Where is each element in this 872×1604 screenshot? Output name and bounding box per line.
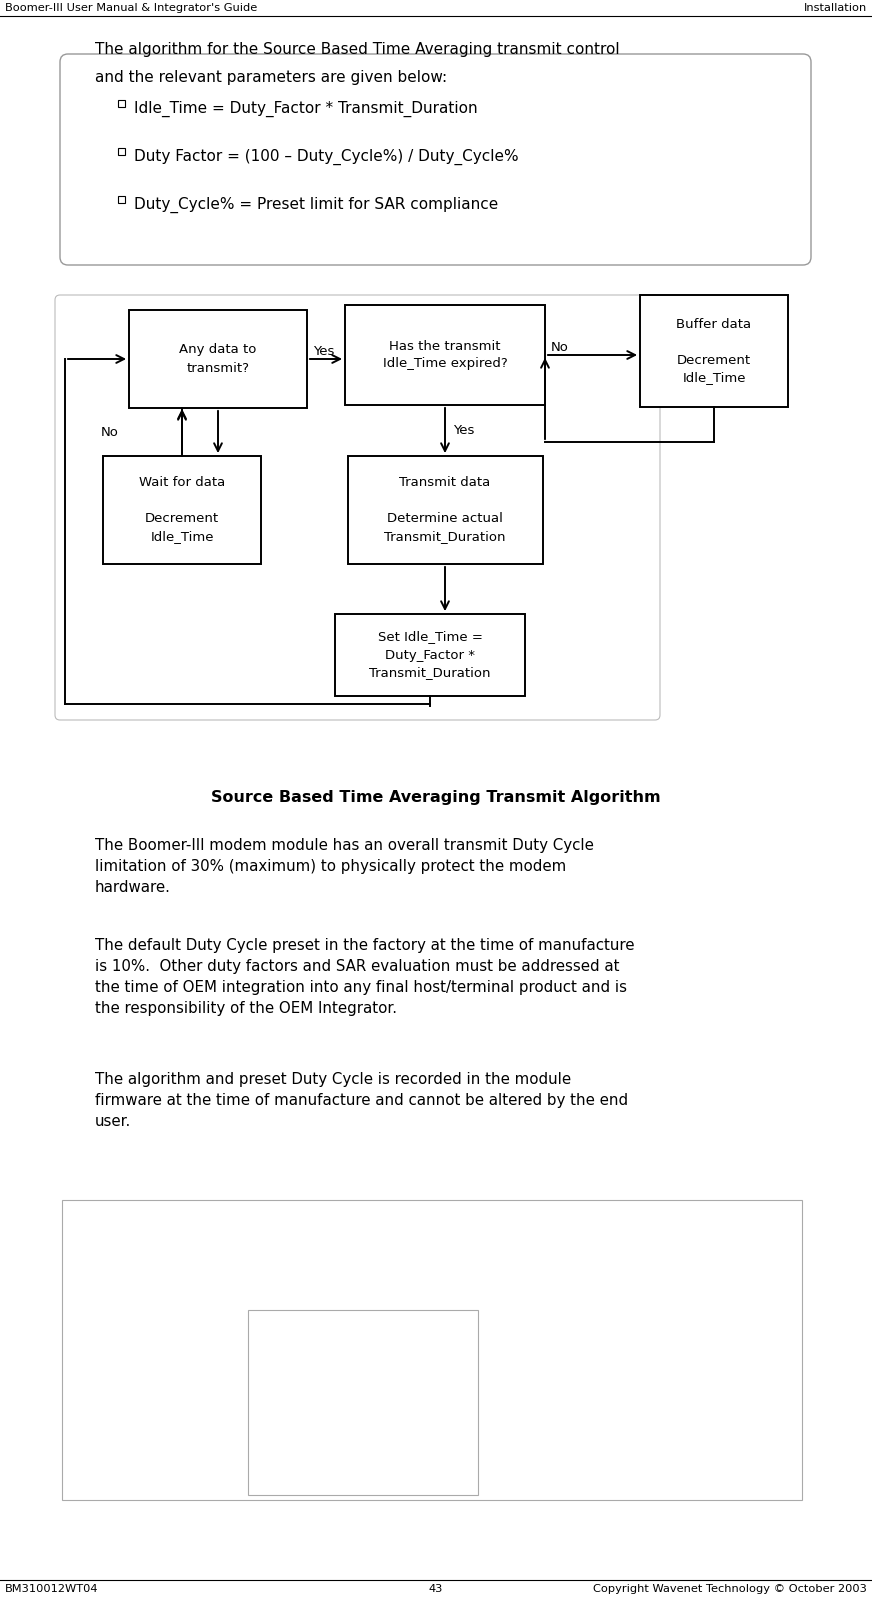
Text: Source Based Time Averaging Transmit Algorithm: Source Based Time Averaging Transmit Alg… — [211, 791, 661, 805]
Text: The default Duty Cycle preset in the factory at the time of manufacture
is 10%. : The default Duty Cycle preset in the fac… — [95, 938, 635, 1015]
Text: Wait for data

Decrement
Idle_Time: Wait for data Decrement Idle_Time — [139, 476, 225, 544]
Bar — [248, 1310, 478, 1495]
Text: Yes: Yes — [313, 345, 334, 358]
Text: The algorithm and preset Duty Cycle is recorded in the module
firmware at the ti: The algorithm and preset Duty Cycle is r… — [95, 1071, 628, 1129]
Bar — [118, 99, 125, 107]
Text: Installation: Installation — [804, 3, 867, 13]
Text: Boomer-III User Manual & Integrator's Guide: Boomer-III User Manual & Integrator's Gu… — [5, 3, 257, 13]
Bar — [345, 305, 545, 404]
Text: Transmit data

Determine actual
Transmit_Duration: Transmit data Determine actual Transmit_… — [385, 476, 506, 544]
Bar — [640, 295, 788, 407]
FancyBboxPatch shape — [60, 55, 811, 265]
Text: Duty Factor = (100 – Duty_Cycle%) / Duty_Cycle%: Duty Factor = (100 – Duty_Cycle%) / Duty… — [134, 149, 519, 165]
Text: BM310012WT04: BM310012WT04 — [5, 1585, 99, 1594]
Text: and the relevant parameters are given below:: and the relevant parameters are given be… — [95, 71, 447, 85]
Text: Copyright Wavenet Technology © October 2003: Copyright Wavenet Technology © October 2… — [593, 1585, 867, 1594]
Bar — [62, 1200, 802, 1500]
Text: Any data to
transmit?: Any data to transmit? — [180, 343, 256, 374]
Bar — [335, 614, 525, 696]
Bar — [118, 196, 125, 204]
Text: The Boomer-III modem module has an overall transmit Duty Cycle
limitation of 30%: The Boomer-III modem module has an overa… — [95, 837, 594, 895]
Bar — [103, 456, 261, 565]
Bar — [348, 456, 542, 565]
Bar — [118, 148, 125, 156]
Text: No: No — [101, 425, 119, 438]
Text: Duty_Cycle% = Preset limit for SAR compliance: Duty_Cycle% = Preset limit for SAR compl… — [134, 197, 498, 213]
Text: Set Idle_Time =
Duty_Factor *
Transmit_Duration: Set Idle_Time = Duty_Factor * Transmit_D… — [369, 630, 491, 680]
Text: Has the transmit
Idle_Time expired?: Has the transmit Idle_Time expired? — [383, 340, 508, 371]
Text: No: No — [551, 342, 569, 354]
Text: Idle_Time = Duty_Factor * Transmit_Duration: Idle_Time = Duty_Factor * Transmit_Durat… — [134, 101, 478, 117]
Text: Buffer data

Decrement
Idle_Time: Buffer data Decrement Idle_Time — [677, 318, 752, 385]
Bar — [129, 310, 307, 407]
Text: Yes: Yes — [453, 423, 474, 436]
Text: The algorithm for the Source Based Time Averaging transmit control: The algorithm for the Source Based Time … — [95, 42, 620, 58]
Text: 43: 43 — [429, 1585, 443, 1594]
